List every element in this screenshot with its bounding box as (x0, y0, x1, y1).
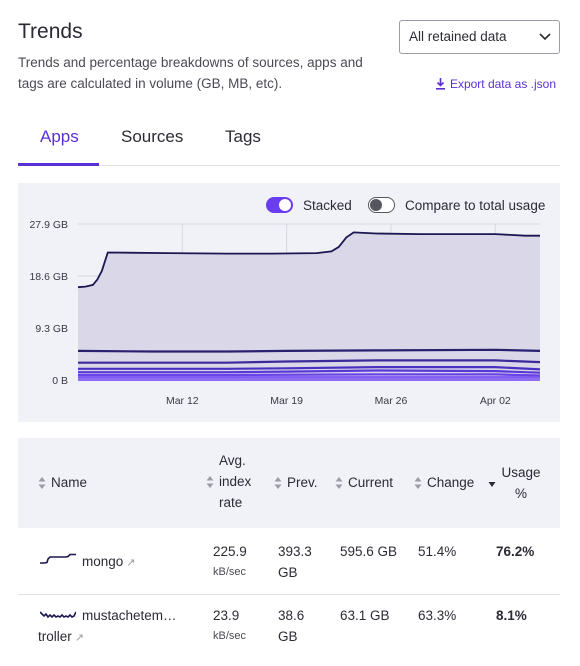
app-name[interactable]: mustachetem… (82, 608, 177, 623)
y-tick-label: 0 B (52, 375, 68, 387)
column-current-label: Current (348, 475, 394, 490)
avg-index-rate-cell: 23.9 kB/sec (213, 605, 246, 647)
column-current[interactable]: Current (335, 472, 393, 493)
stacked-area-chart: 27.9 GB 18.6 GB 9.3 GB 0 B Mar 12 Mar 19 Mar 2… (29, 219, 541, 407)
avg-index-rate-cell: 225.9 kB/sec (213, 541, 247, 583)
column-usage-label: Usage % (501, 465, 541, 501)
y-tick-label: 18.6 GB (29, 271, 68, 283)
external-link-icon[interactable]: ↗ (126, 557, 136, 569)
column-prev-label: Prev. (287, 475, 318, 490)
stacked-switch[interactable] (266, 197, 293, 213)
y-tick-label: 27.9 GB (29, 219, 68, 231)
change-cell: 51.4% (418, 544, 457, 559)
sort-icon (206, 475, 214, 488)
apps-table: Name Avg. index rate Prev. Current Chang… (18, 438, 560, 662)
column-name-label: Name (51, 475, 88, 490)
series-line (78, 369, 541, 374)
table-row[interactable]: mustachetem… troller ↗ 23.9 kB/sec 38.6 G… (18, 595, 560, 662)
current-cell: 63.1 GB (340, 608, 390, 623)
series-line (77, 348, 541, 353)
series-line (78, 373, 541, 377)
compare-toggle[interactable]: Compare to total usage (368, 197, 545, 213)
column-avg-index-rate-label: Avg. index rate (219, 453, 252, 510)
time-range-value: All retained data (409, 29, 507, 44)
export-json-label: Export data as .json (449, 77, 556, 91)
app-name-continued[interactable]: troller (38, 629, 72, 644)
usage-cell: 76.2% (496, 544, 535, 559)
tab-apps[interactable]: Apps (40, 127, 79, 146)
stacked-label: Stacked (303, 197, 352, 213)
column-prev[interactable]: Prev. (274, 472, 318, 493)
sort-icon (38, 476, 46, 489)
x-tick-label: Mar 26 (375, 395, 408, 407)
sparkline-icon (40, 553, 76, 564)
prev-cell: 38.6 GB (278, 608, 305, 644)
sparkline-icon (40, 611, 76, 619)
prev-cell: 393.3 GB (278, 544, 312, 580)
series-line (78, 366, 541, 371)
app-name-cell[interactable]: mongo ↗ (82, 551, 136, 574)
column-change[interactable]: Change (414, 472, 474, 493)
table-row[interactable]: mongo ↗ 225.9 kB/sec 393.3 GB 595.6 GB 51… (18, 528, 560, 595)
x-tick-label: Mar 12 (166, 395, 199, 407)
table-header: Name Avg. index rate Prev. Current Chang… (18, 438, 560, 528)
avg-index-rate-unit: kB/sec (213, 566, 247, 578)
column-name[interactable]: Name (38, 472, 87, 493)
column-avg-index-rate[interactable]: Avg. index rate (206, 450, 257, 513)
sort-icon (274, 476, 282, 489)
avg-index-rate-value: 225.9 (213, 544, 247, 559)
series-area (78, 232, 540, 380)
tab-tags[interactable]: Tags (225, 127, 261, 146)
x-tick-label: Apr 02 (480, 395, 511, 407)
sort-icon (335, 476, 343, 489)
sort-desc-icon (488, 482, 496, 487)
tab-bar: Apps Sources Tags (18, 117, 560, 166)
export-json-link[interactable]: Export data as .json (435, 77, 556, 91)
change-cell: 63.3% (418, 608, 457, 623)
page-title: Trends (18, 20, 83, 43)
chevron-down-icon (539, 33, 551, 41)
tab-sources[interactable]: Sources (121, 127, 184, 146)
compare-switch[interactable] (368, 197, 395, 213)
page-description: Trends and percentage breakdowns of sour… (18, 55, 363, 91)
app-name-cell[interactable]: mustachetem… (82, 605, 177, 626)
x-tick-label: Mar 19 (270, 395, 303, 407)
sort-icon (414, 476, 422, 489)
app-name-cell-wrap[interactable]: troller ↗ (38, 626, 84, 649)
active-tab-indicator (18, 163, 99, 166)
compare-label: Compare to total usage (405, 197, 546, 213)
trends-chart-panel: Stacked Compare to total usage 27.9 GB 18… (18, 183, 560, 422)
usage-cell: 8.1% (496, 608, 527, 623)
app-name[interactable]: mongo (82, 554, 124, 569)
series-line (77, 231, 540, 289)
avg-index-rate-unit: kB/sec (213, 630, 247, 642)
time-range-select[interactable]: All retained data (399, 20, 560, 54)
download-icon (435, 78, 445, 90)
external-link-icon[interactable]: ↗ (74, 632, 84, 644)
column-change-label: Change (427, 475, 475, 490)
y-tick-label: 9.3 GB (35, 323, 68, 335)
series-line (78, 359, 541, 364)
current-cell: 595.6 GB (340, 544, 398, 559)
avg-index-rate-value: 23.9 (213, 608, 240, 623)
stacked-toggle[interactable]: Stacked (266, 197, 352, 213)
column-usage[interactable]: Usage % (488, 462, 541, 504)
